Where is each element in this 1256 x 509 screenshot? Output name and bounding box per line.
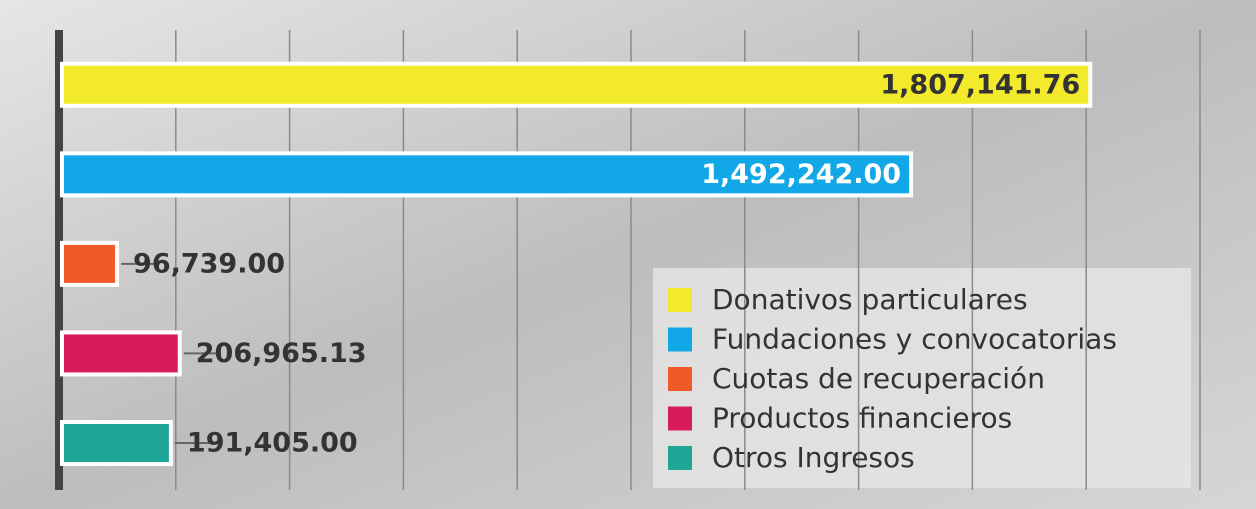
legend-label: Cuotas de recuperación (712, 362, 1045, 395)
value-label: 1,807,141.76 (880, 69, 1080, 100)
legend-swatch (668, 288, 692, 312)
legend-swatch (668, 406, 692, 431)
bar (60, 419, 173, 466)
value-label: 191,405.00 (187, 427, 358, 458)
legend-label: Donativos particulares (712, 283, 1028, 316)
legend-label: Fundaciones y convocatorias (712, 323, 1117, 356)
bar (60, 151, 914, 198)
legend-swatch (668, 367, 692, 391)
axis (55, 30, 63, 490)
legend-swatch (668, 327, 692, 352)
bar (60, 240, 120, 287)
bar (60, 61, 1093, 108)
value-label: 206,965.13 (196, 338, 367, 369)
value-label: 96,739.00 (133, 248, 285, 279)
value-label: 1,492,242.00 (701, 159, 901, 190)
legend-label: Productos financieros (712, 402, 1012, 435)
legend-swatch (668, 446, 692, 470)
bar (60, 330, 182, 377)
legend-label: Otros Ingresos (712, 441, 915, 474)
legend-box (653, 268, 1191, 488)
